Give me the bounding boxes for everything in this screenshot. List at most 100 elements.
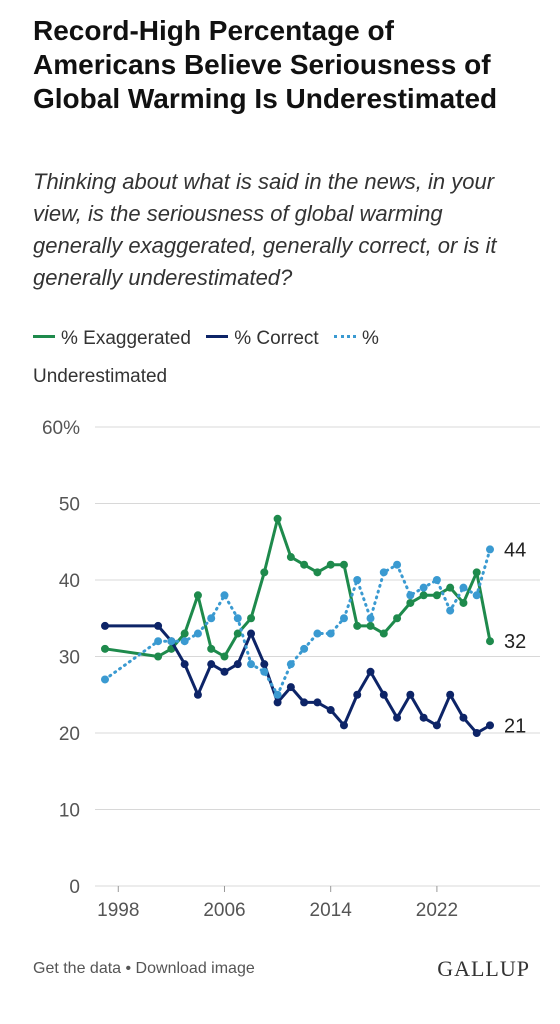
x-tick-label-2006: 2006	[203, 900, 245, 921]
data-point-underestimated	[167, 637, 176, 646]
legend-swatch-correct	[206, 335, 229, 339]
data-point-underestimated	[101, 675, 109, 684]
series-line-underestimated	[103, 547, 492, 697]
data-point-correct	[101, 621, 109, 630]
data-point-underestimated	[207, 614, 216, 623]
data-point-underestimated	[379, 568, 388, 577]
data-point-exaggerated	[446, 583, 455, 592]
data-point-correct	[273, 698, 282, 707]
data-point-underestimated	[233, 614, 242, 623]
legend-item-exaggerated: % Exaggerated	[33, 328, 191, 349]
chart-title: Record-High Percentage of Americans Beli…	[33, 15, 498, 114]
chart-subtitle: Thinking about what is said in the news,…	[33, 169, 497, 290]
data-point-exaggerated	[193, 591, 202, 600]
data-point-underestimated	[220, 591, 229, 600]
x-tick-label-1998: 1998	[97, 900, 139, 921]
data-point-correct	[260, 660, 269, 669]
data-point-exaggerated	[353, 621, 362, 630]
data-point-exaggerated	[432, 591, 441, 600]
legend-swatch-exaggerated	[33, 335, 55, 339]
data-point-exaggerated	[220, 652, 229, 661]
data-point-correct	[286, 683, 295, 692]
data-point-exaggerated	[313, 568, 322, 577]
data-point-correct	[486, 721, 494, 730]
data-point-correct	[432, 721, 441, 730]
data-point-underestimated	[193, 629, 202, 638]
y-tick-label-0: 0	[69, 877, 80, 898]
legend-item-underestimated: % Underestimated	[33, 328, 379, 387]
data-point-correct	[459, 713, 468, 722]
data-point-underestimated	[339, 614, 348, 623]
data-point-exaggerated	[379, 629, 388, 638]
data-point-underestimated	[486, 545, 494, 554]
data-point-correct	[366, 667, 375, 676]
footer-links[interactable]: Get the data • Download image	[33, 960, 255, 977]
data-point-exaggerated	[273, 514, 282, 523]
data-point-correct	[180, 660, 189, 669]
data-point-correct	[393, 713, 402, 722]
data-point-underestimated	[393, 560, 402, 569]
legend-label-exaggerated: % Exaggerated	[61, 328, 191, 349]
x-tick-label-2022: 2022	[416, 900, 458, 921]
data-point-exaggerated	[459, 598, 468, 607]
data-point-exaggerated	[286, 553, 295, 562]
legend-swatch-underestimated	[333, 335, 356, 339]
data-point-underestimated	[432, 576, 441, 584]
data-point-exaggerated	[101, 644, 109, 653]
data-point-exaggerated	[260, 568, 269, 577]
gallup-logo: GALLUP	[437, 956, 530, 981]
data-point-correct	[446, 690, 455, 699]
data-point-exaggerated	[339, 560, 348, 569]
data-point-underestimated	[459, 583, 468, 592]
y-tick-label-10: 10	[59, 801, 80, 822]
end-label-correct: 21	[504, 715, 526, 737]
data-point-exaggerated	[207, 644, 216, 653]
data-point-underestimated	[273, 690, 282, 699]
data-point-exaggerated	[300, 560, 309, 569]
data-point-underestimated	[366, 614, 375, 623]
data-point-underestimated	[286, 660, 295, 669]
data-point-correct	[233, 660, 242, 669]
data-point-correct	[247, 629, 256, 638]
data-point-exaggerated	[326, 560, 335, 569]
y-tick-label-20: 20	[59, 724, 80, 745]
data-point-exaggerated	[486, 637, 494, 646]
data-point-correct	[207, 660, 216, 669]
data-point-exaggerated	[419, 591, 428, 600]
y-tick-label-60: 60%	[42, 418, 80, 439]
data-point-exaggerated	[406, 598, 415, 607]
x-tick-label-2014: 2014	[310, 900, 353, 921]
data-point-correct	[472, 729, 481, 737]
y-tick-label-40: 40	[59, 571, 80, 592]
data-point-underestimated	[313, 629, 322, 638]
data-point-correct	[154, 621, 163, 630]
data-point-underestimated	[247, 660, 256, 669]
legend-item-correct: % Correct	[206, 328, 319, 349]
legend-label-underestimated: % Underestimated	[33, 328, 379, 387]
data-point-exaggerated	[472, 568, 481, 577]
data-point-correct	[419, 713, 428, 722]
data-point-correct	[326, 706, 335, 715]
data-point-exaggerated	[393, 614, 402, 623]
data-point-correct	[220, 667, 229, 676]
y-tick-label-30: 30	[59, 648, 80, 669]
legend: % Exaggerated % Correct % Underestimated	[33, 320, 513, 396]
data-point-exaggerated	[180, 629, 189, 638]
data-point-underestimated	[406, 591, 415, 600]
series-line-exaggerated	[103, 517, 492, 658]
data-point-exaggerated	[247, 614, 256, 623]
data-point-underestimated	[419, 583, 428, 592]
data-point-correct	[313, 698, 322, 707]
data-point-underestimated	[326, 629, 335, 638]
data-point-underestimated	[353, 576, 362, 584]
data-point-underestimated	[260, 667, 269, 676]
series-line-correct	[103, 624, 492, 735]
legend-label-correct: % Correct	[234, 328, 319, 349]
data-point-exaggerated	[366, 621, 375, 630]
data-point-correct	[406, 690, 415, 699]
data-point-correct	[379, 690, 388, 699]
data-point-correct	[353, 690, 362, 699]
data-point-underestimated	[300, 644, 309, 653]
data-point-exaggerated	[233, 629, 242, 638]
end-label-exaggerated: 32	[504, 631, 526, 653]
